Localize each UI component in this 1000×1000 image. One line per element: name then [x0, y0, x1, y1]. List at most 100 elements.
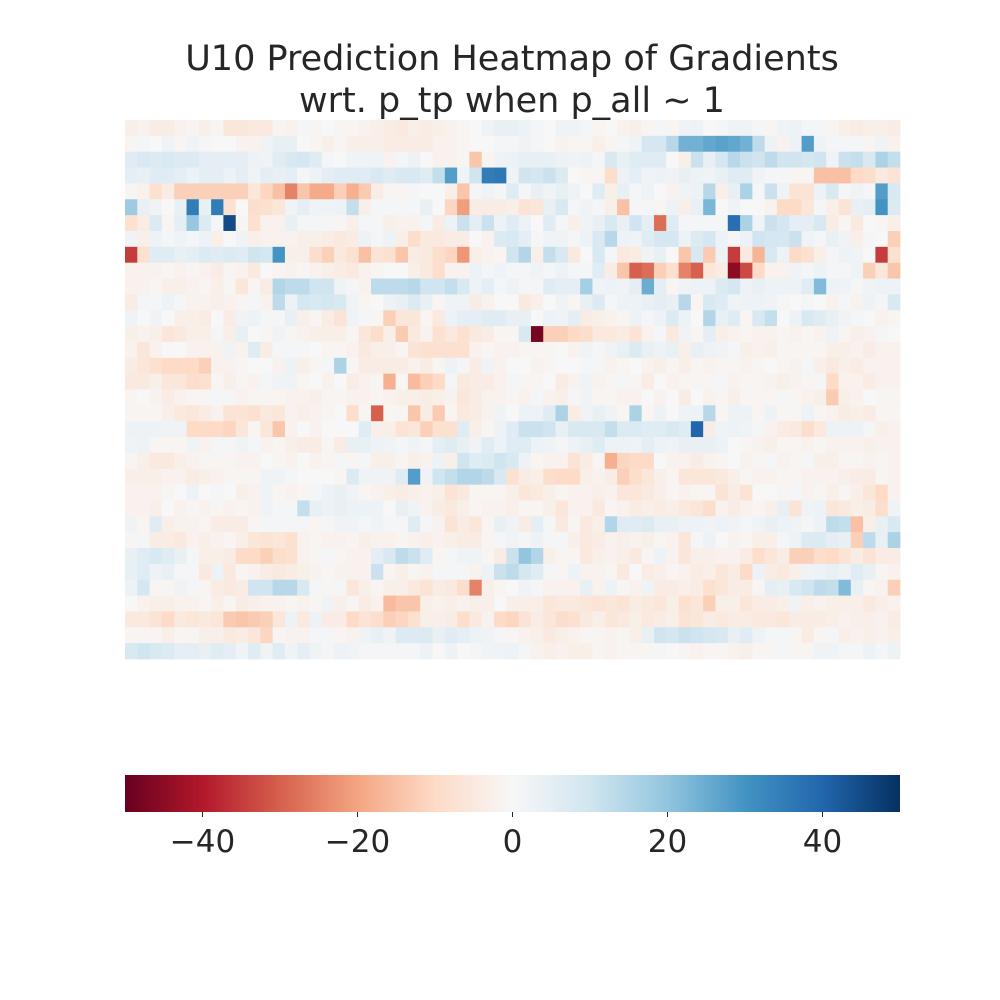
heatmap-cell: [444, 548, 458, 565]
heatmap-cell: [740, 215, 753, 232]
heatmap-cell: [334, 643, 347, 660]
heatmap-cell: [149, 199, 163, 216]
heatmap-cell: [346, 167, 360, 184]
heatmap-cell: [248, 167, 261, 184]
heatmap-cell: [629, 135, 643, 153]
heatmap-cell: [297, 262, 310, 279]
heatmap-cell: [494, 437, 507, 454]
heatmap-cell: [776, 341, 790, 359]
heatmap-cell: [863, 120, 876, 137]
heatmap-cell: [235, 294, 249, 311]
heatmap-cell: [223, 151, 237, 168]
heatmap-cell: [309, 183, 323, 200]
heatmap-cell: [235, 484, 249, 501]
heatmap-cell: [887, 167, 901, 184]
heatmap-cell: [420, 548, 433, 565]
heatmap-cell: [297, 595, 310, 612]
heatmap-cell: [161, 215, 175, 232]
heatmap-cell: [752, 373, 766, 390]
heatmap-cell: [407, 421, 421, 438]
heatmap-cell: [850, 230, 864, 248]
heatmap-cell: [309, 611, 323, 628]
heatmap-cell: [678, 516, 692, 533]
heatmap-cell: [309, 627, 323, 644]
heatmap-cell: [420, 627, 433, 644]
heatmap-cell: [494, 373, 507, 390]
heatmap-cell: [198, 294, 212, 311]
heatmap-cell: [567, 421, 581, 438]
heatmap-cell: [506, 246, 520, 264]
heatmap-cell: [149, 167, 163, 184]
heatmap-cell: [518, 167, 532, 184]
heatmap-cell: [703, 310, 716, 327]
heatmap-cell: [838, 484, 852, 501]
heatmap-cell: [432, 278, 446, 295]
heatmap-cell: [125, 484, 138, 501]
heatmap-cell: [678, 230, 692, 248]
heatmap-cell: [604, 437, 618, 454]
heatmap-cell: [555, 294, 569, 311]
heatmap-cell: [407, 341, 421, 359]
heatmap-cell: [727, 262, 741, 279]
heatmap-cell: [703, 326, 716, 343]
heatmap-cell: [690, 579, 704, 596]
heatmap-cell: [407, 643, 421, 660]
heatmap-cell: [764, 215, 778, 232]
heatmap-cell: [334, 246, 347, 264]
heatmap-cell: [838, 532, 852, 549]
heatmap-cell: [838, 627, 852, 644]
heatmap-cell: [580, 151, 593, 168]
heatmap-cell: [297, 548, 310, 565]
heatmap-cell: [887, 135, 901, 153]
heatmap-cell: [653, 611, 667, 628]
heatmap-cell: [186, 215, 200, 232]
heatmap-cell: [272, 199, 286, 216]
heatmap-cell: [395, 484, 409, 501]
heatmap-cell: [666, 389, 679, 406]
heatmap-cell: [690, 611, 704, 628]
heatmap-cell: [284, 357, 298, 375]
heatmap-cell: [555, 341, 569, 359]
heatmap-cell: [260, 230, 274, 248]
heatmap-cell: [420, 452, 433, 470]
heatmap-cell: [506, 151, 520, 168]
heatmap-cell: [690, 421, 704, 438]
heatmap-cell: [801, 579, 815, 596]
heatmap-cell: [481, 421, 495, 438]
heatmap-cell: [334, 120, 347, 137]
heatmap-cell: [887, 468, 901, 486]
heatmap-cell: [789, 230, 802, 248]
heatmap-cell: [727, 294, 741, 311]
heatmap-cell: [518, 278, 532, 295]
heatmap-cell: [198, 135, 212, 153]
heatmap-cell: [826, 135, 839, 153]
heatmap-cell: [186, 437, 200, 454]
heatmap-cell: [481, 262, 495, 279]
heatmap-cell: [530, 389, 544, 406]
heatmap-cell: [321, 532, 335, 549]
heatmap-cell: [223, 341, 237, 359]
heatmap-cell: [801, 389, 815, 406]
heatmap-cell: [334, 183, 347, 200]
heatmap-cell: [346, 468, 360, 486]
heatmap-cell: [248, 246, 261, 264]
heatmap-cell: [789, 627, 802, 644]
heatmap-cell: [580, 120, 593, 137]
heatmap-cell: [801, 484, 815, 501]
heatmap-cell: [371, 199, 384, 216]
heatmap-cell: [260, 183, 274, 200]
heatmap-cell: [407, 405, 421, 422]
heatmap-cell: [284, 643, 298, 660]
heatmap-cell: [149, 532, 163, 549]
heatmap-cell: [407, 611, 421, 628]
heatmap-cell: [580, 246, 593, 264]
heatmap-cell: [850, 484, 864, 501]
heatmap-cell: [826, 199, 839, 216]
heatmap-cell: [284, 310, 298, 327]
heatmap-cell: [469, 215, 483, 232]
heatmap-cell: [272, 262, 286, 279]
heatmap-cell: [789, 405, 802, 422]
heatmap-cell: [887, 627, 901, 644]
heatmap-cell: [617, 262, 630, 279]
heatmap-cell: [518, 215, 532, 232]
